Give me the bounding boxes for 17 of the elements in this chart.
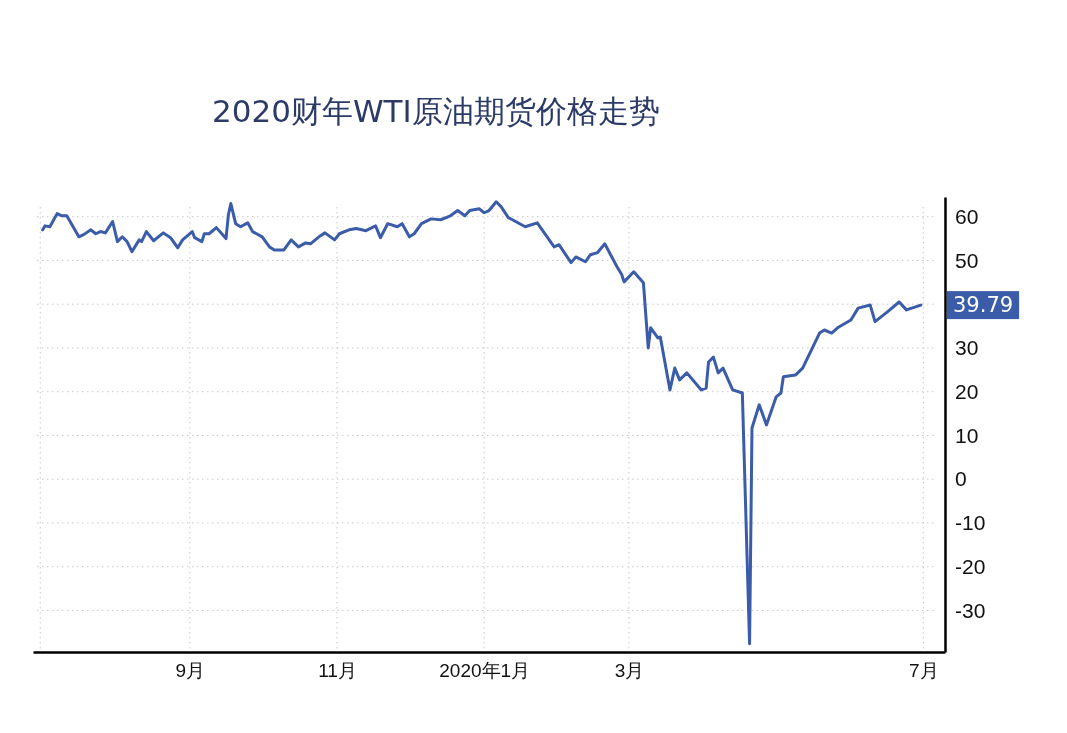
x-tick-label: 9月 (175, 660, 206, 682)
x-tick-label: 7月 (909, 660, 939, 682)
x-tick-label: 3月 (614, 660, 645, 682)
y-tick-label: 60 (955, 204, 979, 228)
y-tick-label: -20 (955, 554, 986, 578)
data-label: 39.79 (953, 293, 1014, 318)
y-tick-label: 30 (955, 336, 979, 360)
y-tick-label: -10 (955, 511, 986, 535)
chart-title: 2020财年WTI原油期货价格走势 (212, 93, 660, 129)
y-tick-label: 10 (955, 423, 979, 447)
y-tick-label: -30 (955, 598, 986, 622)
x-tick-label: 11月 (318, 660, 357, 682)
y-tick-label: 50 (955, 248, 979, 272)
y-tick-label: 20 (955, 379, 979, 403)
y-tick-label: 0 (955, 467, 967, 491)
x-tick-label: 2020年1月 (439, 660, 531, 682)
line-series (41, 200, 923, 646)
